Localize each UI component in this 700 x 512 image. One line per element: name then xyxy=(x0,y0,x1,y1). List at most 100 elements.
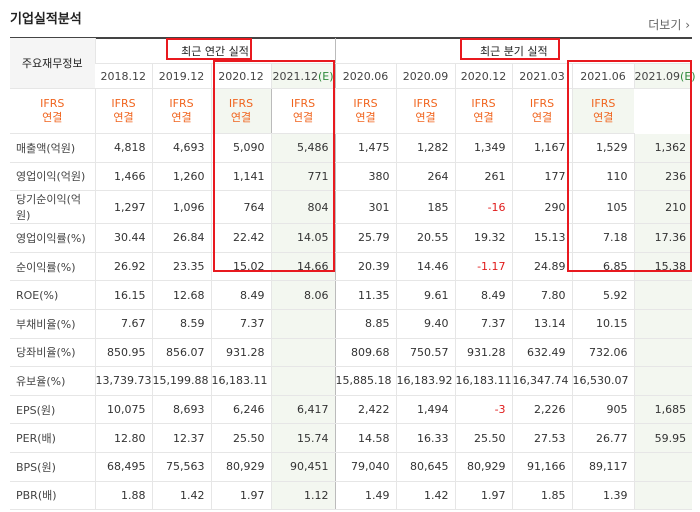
table-cell: 750.57 xyxy=(395,338,456,368)
table-cell: 931.28 xyxy=(454,338,513,368)
table-cell xyxy=(270,366,336,396)
table-cell: 25.50 xyxy=(210,423,271,453)
table-cell: 1,141 xyxy=(210,162,271,192)
table-cell: 7.80 xyxy=(511,280,573,310)
table-cell: 9.40 xyxy=(395,309,456,339)
row-label: EPS(원) xyxy=(10,394,95,425)
table-cell: 301 xyxy=(334,190,397,225)
table-cell: 771 xyxy=(270,162,336,192)
ifrs-label: IFRS 연결 xyxy=(334,88,397,134)
row-label: 영업이익(억원) xyxy=(10,162,95,192)
table-cell: 14.58 xyxy=(334,423,397,453)
table-cell: 68,495 xyxy=(94,452,152,482)
table-cell: 110 xyxy=(571,162,635,192)
period-header: 2019.12 xyxy=(151,63,211,89)
table-cell xyxy=(270,309,336,339)
table-row: 당기순이익(억원) 1,297 1,096 764 804 301 185 -16 290 105… xyxy=(10,190,693,225)
table-row: 당좌비율(%) 850.95 856.07 931.28 809.68 750.57 931… xyxy=(10,338,693,368)
table-cell: 12.80 xyxy=(94,423,152,453)
table-cell: 4,693 xyxy=(151,133,211,163)
table-cell: 1.97 xyxy=(210,481,271,511)
table-cell: 6,246 xyxy=(210,394,271,425)
table-cell: 10,075 xyxy=(94,394,152,425)
table-cell: 1.88 xyxy=(94,481,152,511)
table-cell: 1,529 xyxy=(571,133,635,163)
table-cell: 210 xyxy=(633,190,693,225)
table-row: 영업이익률(%) 30.44 26.84 22.42 14.05 25.79 20.55 19… xyxy=(10,223,693,253)
table-cell: 80,929 xyxy=(210,452,271,482)
period-header: 2020.06 xyxy=(334,63,397,89)
table-cell: 27.53 xyxy=(511,423,573,453)
table-cell: 732.06 xyxy=(571,338,635,368)
table-cell: 20.39 xyxy=(334,252,397,282)
row-label: 유보율(%) xyxy=(10,366,95,396)
table-cell: 1.12 xyxy=(270,481,336,511)
table-cell: 7.37 xyxy=(210,309,271,339)
period-header: 2020.12 xyxy=(210,63,271,89)
table-row: 영업이익(억원) 1,466 1,260 1,141 771 380 264 261 177 11… xyxy=(10,162,693,192)
row-label: 순이익률(%) xyxy=(10,252,95,282)
table-cell: 16,347.74 xyxy=(511,366,573,396)
table-cell: 931.28 xyxy=(210,338,271,368)
table-cell xyxy=(270,338,336,368)
period-header: 2021.09(E) xyxy=(633,63,696,89)
ifrs-label: IFRS 연결 xyxy=(151,88,211,134)
table-cell: 1,297 xyxy=(94,190,152,225)
table-row: PER(배) 12.80 12.37 25.50 15.74 14.58 16.33 25.5… xyxy=(10,423,693,453)
table-cell: 25.79 xyxy=(334,223,397,253)
row-label: BPS(원) xyxy=(10,452,95,482)
table-cell: 261 xyxy=(454,162,513,192)
table-cell: 16,183.92 xyxy=(395,366,456,396)
row-label: 당기순이익(억원) xyxy=(10,190,95,225)
table-cell: 804 xyxy=(270,190,336,225)
table-cell: 7.18 xyxy=(571,223,635,253)
table-cell xyxy=(633,309,693,339)
row-label: 매출액(억원) xyxy=(10,133,95,163)
period-header: 2021.12(E) xyxy=(270,63,336,89)
table-cell: 90,451 xyxy=(270,452,336,482)
table-cell: -1.17 xyxy=(454,252,513,282)
table-cell: 14.46 xyxy=(395,252,456,282)
row-label: PBR(배) xyxy=(10,481,95,511)
table-cell: 1.49 xyxy=(334,481,397,511)
table-cell: 764 xyxy=(210,190,271,225)
ifrs-label: IFRS 연결 xyxy=(270,88,336,134)
table-cell: 11.35 xyxy=(334,280,397,310)
table-row: 매출액(억원) 4,818 4,693 5,090 5,486 1,475 1,282 1,3… xyxy=(10,133,693,163)
table-cell: 1.42 xyxy=(395,481,456,511)
table-cell: 75,563 xyxy=(151,452,211,482)
table-cell: 17.36 xyxy=(633,223,693,253)
table-cell: 15,199.88 xyxy=(151,366,211,396)
table-row: BPS(원) 68,495 75,563 80,929 90,451 79,040 80,6… xyxy=(10,452,693,482)
table-cell: 15.13 xyxy=(511,223,573,253)
table-cell: 5,486 xyxy=(270,133,336,163)
table-cell: 80,645 xyxy=(395,452,456,482)
more-link[interactable]: 더보기 › xyxy=(648,18,690,32)
estimate-mark: (E) xyxy=(680,69,696,83)
table-cell: 8.49 xyxy=(454,280,513,310)
table-cell: 30.44 xyxy=(94,223,152,253)
table-cell: 24.89 xyxy=(511,252,573,282)
section-title: 기업실적분석 xyxy=(10,12,82,27)
table-cell: 1.85 xyxy=(511,481,573,511)
table-cell: 13,739.73 xyxy=(94,366,152,396)
table-cell: 8,693 xyxy=(151,394,211,425)
table-cell: 9.61 xyxy=(395,280,456,310)
table-cell: 1,260 xyxy=(151,162,211,192)
table-cell: 1,096 xyxy=(151,190,211,225)
table-cell: 905 xyxy=(571,394,635,425)
table-row: PBR(배) 1.88 1.42 1.97 1.12 1.49 1.42 1.97 1.85 1.… xyxy=(10,481,693,511)
table-cell: 26.92 xyxy=(94,252,152,282)
table-cell: 1,167 xyxy=(511,133,573,163)
table-row: ROE(%) 16.15 12.68 8.49 8.06 11.35 9.61 8.49 7.8… xyxy=(10,280,693,310)
table-cell: 264 xyxy=(395,162,456,192)
table-cell: 16.15 xyxy=(94,280,152,310)
table-cell xyxy=(633,481,693,511)
table-cell: 1,362 xyxy=(633,133,693,163)
table-cell: 856.07 xyxy=(151,338,211,368)
table-cell: 2,422 xyxy=(334,394,397,425)
table-cell: 6,417 xyxy=(270,394,336,425)
table-cell: 1.39 xyxy=(571,481,635,511)
table-cell: 59.95 xyxy=(633,423,693,453)
period-header: 2021.03 xyxy=(511,63,573,89)
